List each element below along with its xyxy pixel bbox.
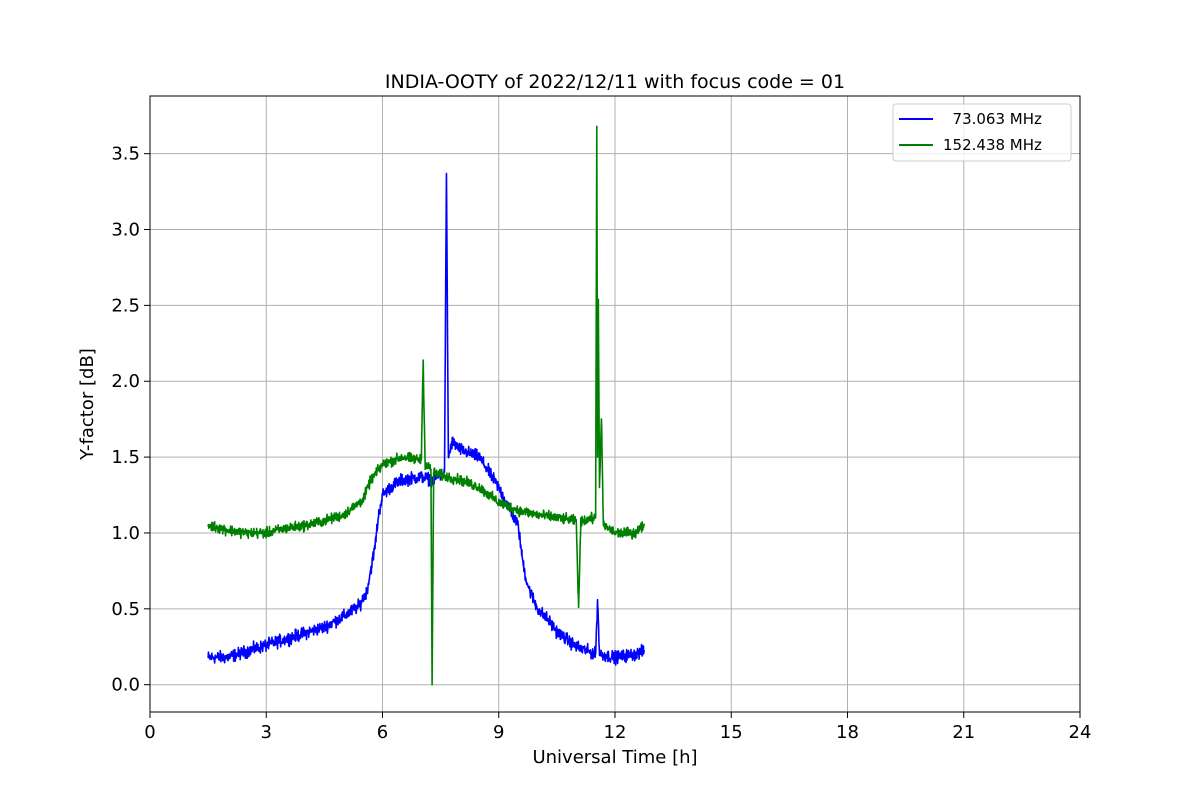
plot-lines — [207, 125, 645, 686]
y-tick-label: 0.0 — [111, 675, 140, 696]
series-line-73mhz — [207, 172, 645, 666]
x-tick-label: 12 — [604, 722, 627, 743]
x-tick-label: 9 — [493, 722, 504, 743]
x-tick-label: 24 — [1069, 722, 1092, 743]
y-tick-label: 1.5 — [111, 447, 140, 468]
y-tick-label: 2.0 — [111, 371, 140, 392]
x-tick-label: 0 — [144, 722, 155, 743]
y-axis-label: Y-factor [dB] — [77, 348, 98, 461]
legend-box — [892, 103, 1072, 162]
x-tick-label: 18 — [836, 722, 859, 743]
y-tick-label: 0.5 — [111, 599, 140, 620]
chart-title: INDIA-OOTY of 2022/12/11 with focus code… — [385, 71, 845, 93]
x-tick-label: 15 — [720, 722, 743, 743]
y-tick-label: 1.0 — [111, 523, 140, 544]
x-tick-label: 6 — [377, 722, 388, 743]
y-tick-label: 3.0 — [111, 220, 140, 241]
y-tick-label: 2.5 — [111, 295, 140, 316]
legend-label-73mhz: 73.063 MHz — [943, 110, 1042, 128]
series-line-152mhz — [207, 125, 645, 686]
x-tick-label: 3 — [261, 722, 272, 743]
x-axis-label: Universal Time [h] — [532, 747, 697, 768]
legend-label-152mhz: 152.438 MHz — [943, 136, 1042, 154]
x-tick-label: 21 — [952, 722, 975, 743]
y-tick-label: 3.5 — [111, 144, 140, 165]
ticks: 0 3 6 9 12 15 18 21 24 0.0 0.5 1.0 1.5 2.0 2.5 3.0 3.5 — [111, 144, 1091, 743]
legend: 73.063 MHz 152.438 MHz — [892, 103, 1072, 162]
